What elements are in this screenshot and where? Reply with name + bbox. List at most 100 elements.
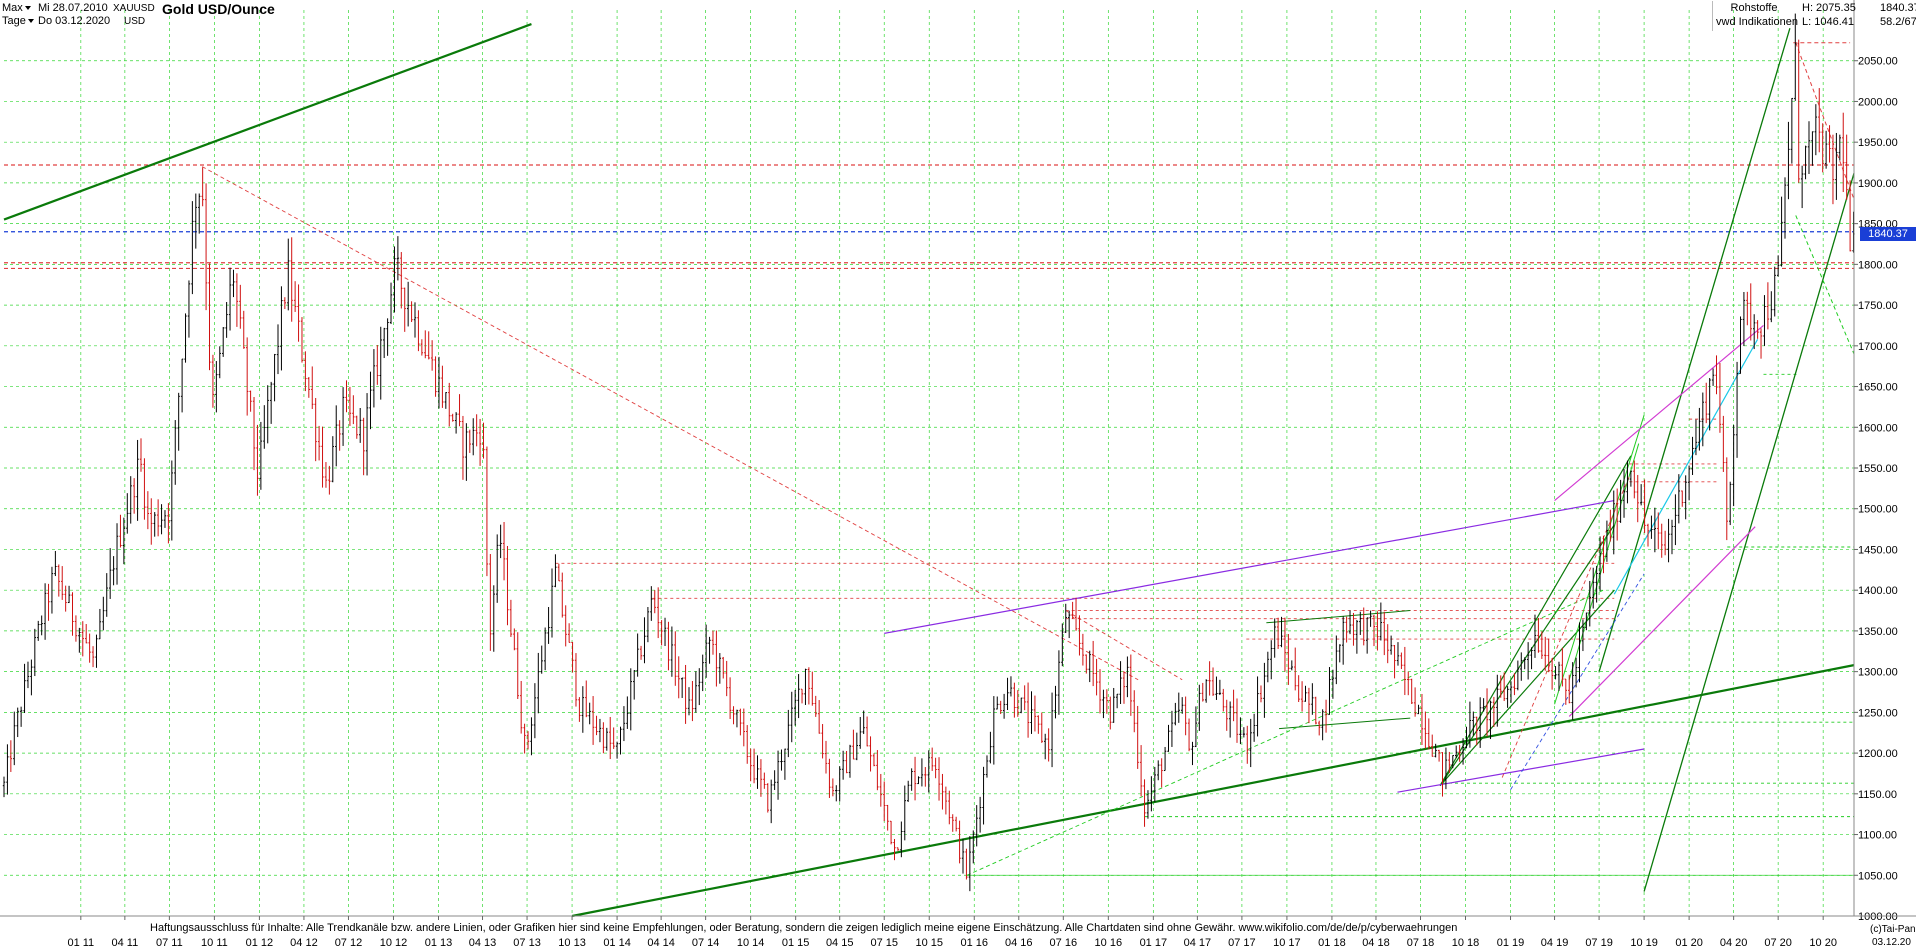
- fan-line-2: [1439, 524, 1615, 787]
- x-tick-label: 07 18: [1407, 937, 1435, 949]
- x-tick-label: 10 20: [1809, 937, 1837, 949]
- x-tick-label: 01 16: [960, 937, 988, 949]
- x-tick-label: 01 12: [246, 937, 274, 949]
- y-axis: 1000.00 1050.00 1100.00 1150.00 1200.00 1250.…: [1853, 0, 1898, 923]
- change-value: 58.2/677.3: [1880, 16, 1916, 28]
- x-tick-label: 10 15: [915, 937, 943, 949]
- y-tick-label: 1800.00: [1858, 259, 1898, 271]
- x-tick-label: 07 11: [156, 937, 183, 949]
- blue-dashed-uptrend: [1510, 573, 1645, 790]
- y-tick-label: 1900.00: [1858, 178, 1898, 190]
- current-price-tag: 1840.37: [1860, 227, 1916, 241]
- end-date-label: 03.12.20: [1872, 937, 1911, 948]
- chevron-down-icon: [27, 18, 34, 23]
- category-label: Rohstoffe: [1730, 2, 1778, 14]
- x-tick-label: 01 14: [603, 937, 631, 949]
- y-tick-label: 1650.00: [1858, 382, 1898, 394]
- magenta-channel-bottom: [1568, 526, 1756, 717]
- x-tick-label: 04 14: [647, 937, 675, 949]
- range-label: Max: [2, 2, 23, 14]
- trendline-layer: [3, 23, 1855, 918]
- y-tick-label: 1100.00: [1858, 830, 1897, 842]
- x-tick-label: 01 13: [425, 937, 453, 949]
- chevron-down-icon: [24, 5, 31, 10]
- y-tick-label: 1200.00: [1858, 748, 1898, 760]
- magenta-channel-top: [1554, 324, 1764, 502]
- low-value: L: 1046.41: [1802, 16, 1854, 28]
- x-tick-label: 04 17: [1184, 937, 1212, 949]
- x-tick-label: 07 12: [335, 937, 363, 949]
- x-tick-label: 01 19: [1497, 937, 1525, 949]
- x-tick-label: 04 19: [1541, 937, 1569, 949]
- red-downtrend-2011: [201, 166, 1139, 681]
- red-downtrend-2016: [1065, 610, 1183, 681]
- x-tick-label: 01 18: [1318, 937, 1346, 949]
- x-tick-label: 04 12: [290, 937, 318, 949]
- y-tick-label: 1150.00: [1858, 789, 1897, 801]
- x-tick-label: 07 17: [1228, 937, 1256, 949]
- x-tick-label: 07 15: [870, 937, 898, 949]
- x-tick-label: 10 12: [380, 937, 408, 949]
- y-tick-label: 1500.00: [1858, 504, 1898, 516]
- disclaimer-text: Haftungsausschluss für Inhalte: Alle Tre…: [150, 922, 1458, 934]
- x-tick-label: 10 17: [1273, 937, 1301, 949]
- y-tick-label: 1350.00: [1858, 626, 1898, 638]
- y-tick-label: 1000.00: [1858, 911, 1898, 923]
- x-tick-label: 10 13: [558, 937, 586, 949]
- x-tick-label: 04 15: [826, 937, 854, 949]
- x-tick-label: 04 13: [469, 937, 497, 949]
- cyan-line: [1613, 339, 1759, 595]
- x-tick-label: 01 20: [1675, 937, 1703, 949]
- interval-label: Tage: [2, 15, 26, 27]
- x-tick-label: 01 17: [1140, 937, 1168, 949]
- y-tick-label: 2050.00: [1858, 56, 1898, 68]
- quote-info: Rohstoffe vwd Indikationen H: 2075.35 L:…: [1712, 1, 1916, 31]
- x-tick-label: 07 16: [1050, 937, 1078, 949]
- purple-channel-top: [884, 499, 1615, 634]
- x-tick-label: 10 16: [1095, 937, 1123, 949]
- x-tick-label: 10 18: [1452, 937, 1480, 949]
- y-tick-label: 1250.00: [1858, 707, 1898, 719]
- source-label: vwd Indikationen: [1716, 16, 1798, 28]
- x-tick-label: 07 14: [692, 937, 720, 949]
- y-tick-label: 1450.00: [1858, 544, 1898, 556]
- x-tick-label: 04 18: [1362, 937, 1390, 949]
- y-tick-label: 1950.00: [1858, 137, 1898, 149]
- triangle-bottom: [1279, 717, 1411, 730]
- breakout-line: [1554, 414, 1645, 705]
- x-tick-label: 10 14: [737, 937, 765, 949]
- x-tick-label: 01 15: [782, 937, 810, 949]
- chart-title: Gold USD/Ounce: [162, 1, 275, 17]
- x-tick-label: 10 11: [201, 937, 228, 949]
- x-tick-label: 07 20: [1764, 937, 1792, 949]
- y-tick-label: 1050.00: [1858, 870, 1898, 882]
- upper-channel-line: [3, 23, 532, 221]
- x-tick-label: 04 11: [111, 937, 138, 949]
- interval-selector[interactable]: Tage: [2, 15, 37, 28]
- date-from: Mi 28.07.2010: [38, 2, 108, 14]
- x-tick-label: 07 19: [1585, 937, 1613, 949]
- high-value: H: 2075.35: [1802, 2, 1856, 14]
- date-to: Do 03.12.2020: [38, 15, 111, 27]
- price-series: [2, 13, 1855, 892]
- y-tick-label: 1750.00: [1858, 300, 1898, 312]
- y-tick-label: 1550.00: [1858, 463, 1898, 475]
- y-tick-label: 2000.00: [1858, 96, 1898, 108]
- green-dashed-uptrend: [966, 589, 1604, 876]
- x-tick-label: 04 20: [1720, 937, 1748, 949]
- x-tick-label: 04 16: [1005, 937, 1033, 949]
- purple-channel-bottom: [1397, 748, 1645, 793]
- red-dashed-uptrend: [1501, 475, 1630, 778]
- currency-label: USD: [124, 16, 146, 27]
- x-tick-label: 10 19: [1630, 937, 1658, 949]
- long-term-support-line: [571, 664, 1855, 918]
- y-tick-label: 1600.00: [1858, 422, 1898, 434]
- range-selector[interactable]: Max: [2, 2, 34, 15]
- y-tick-label: 1300.00: [1858, 667, 1898, 679]
- symbol-label: XAUUSD: [113, 3, 155, 14]
- x-tick-label: 01 11: [67, 937, 94, 949]
- x-axis: 01 11 04 11 07 11 10 11 01 12 04 12 07 12 10 12…: [0, 915, 1916, 949]
- copyright-label: (c)Tai-Pan: [1870, 924, 1916, 935]
- y-tick-label: 1700.00: [1858, 341, 1898, 353]
